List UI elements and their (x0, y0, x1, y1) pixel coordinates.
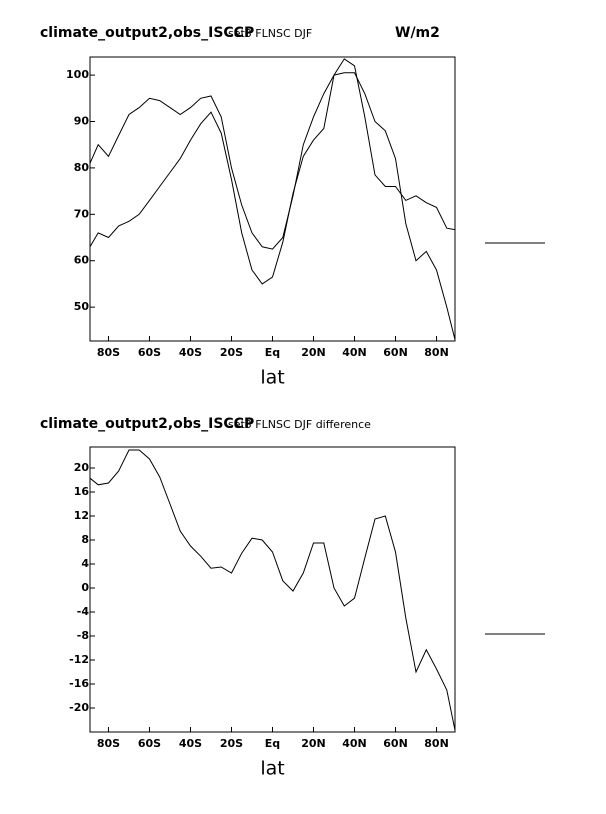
x-tick-label: Eq (265, 346, 280, 359)
y-tick-label: -16 (69, 677, 89, 690)
x-tick-label: 20N (301, 346, 326, 359)
y-tick-label: 8 (81, 533, 89, 546)
x-tick-label: 20S (220, 737, 243, 750)
y-tick-label: 4 (81, 557, 89, 570)
x-tick-label: 20N (301, 737, 326, 750)
x-tick-label: 60S (138, 346, 161, 359)
x-tick-label: 80S (97, 346, 120, 359)
x-tick-label: 40N (342, 737, 367, 750)
data-line (89, 58, 456, 285)
y-tick-label: 100 (66, 68, 89, 81)
units: W/m2 (395, 25, 440, 41)
x-tick-label: 60N (383, 346, 408, 359)
y-tick-label: 12 (74, 509, 89, 522)
x-tick-label: 40S (179, 346, 202, 359)
chart-subtitle: set3 FLNSC DJF difference (228, 418, 371, 431)
x-tick-label: 80N (424, 737, 449, 750)
y-tick-label: 80 (74, 161, 90, 174)
chart-title: climate_output2,obs_ISCCP (40, 25, 254, 41)
x-tick-label: 80N (424, 346, 449, 359)
chart-title: climate_output2,obs_ISCCP (40, 416, 254, 432)
x-tick-label: 60S (138, 737, 161, 750)
y-tick-label: 90 (74, 115, 90, 128)
y-tick-label: 16 (74, 485, 90, 498)
y-tick-label: 0 (81, 581, 89, 594)
chart-subtitle: set3 FLNSC DJF (228, 27, 312, 40)
x-tick-label: 20S (220, 346, 243, 359)
data-line (89, 72, 456, 340)
x-tick-label: Eq (265, 737, 280, 750)
x-tick-label: 40S (179, 737, 202, 750)
x-tick-label: 60N (383, 737, 408, 750)
y-tick-label: 20 (74, 461, 90, 474)
x-tick-label: 40N (342, 346, 367, 359)
y-tick-label: 50 (74, 300, 90, 313)
y-tick-label: 70 (74, 207, 90, 220)
x-axis-label: lat (260, 367, 284, 389)
y-tick-label: -12 (69, 653, 89, 666)
x-axis-label: lat (260, 758, 284, 780)
x-tick-label: 80S (97, 737, 120, 750)
y-tick-label: 60 (74, 254, 90, 267)
y-tick-label: -8 (77, 629, 89, 642)
y-tick-label: -4 (77, 605, 90, 618)
data-line (89, 449, 456, 731)
y-tick-label: -20 (69, 701, 89, 714)
